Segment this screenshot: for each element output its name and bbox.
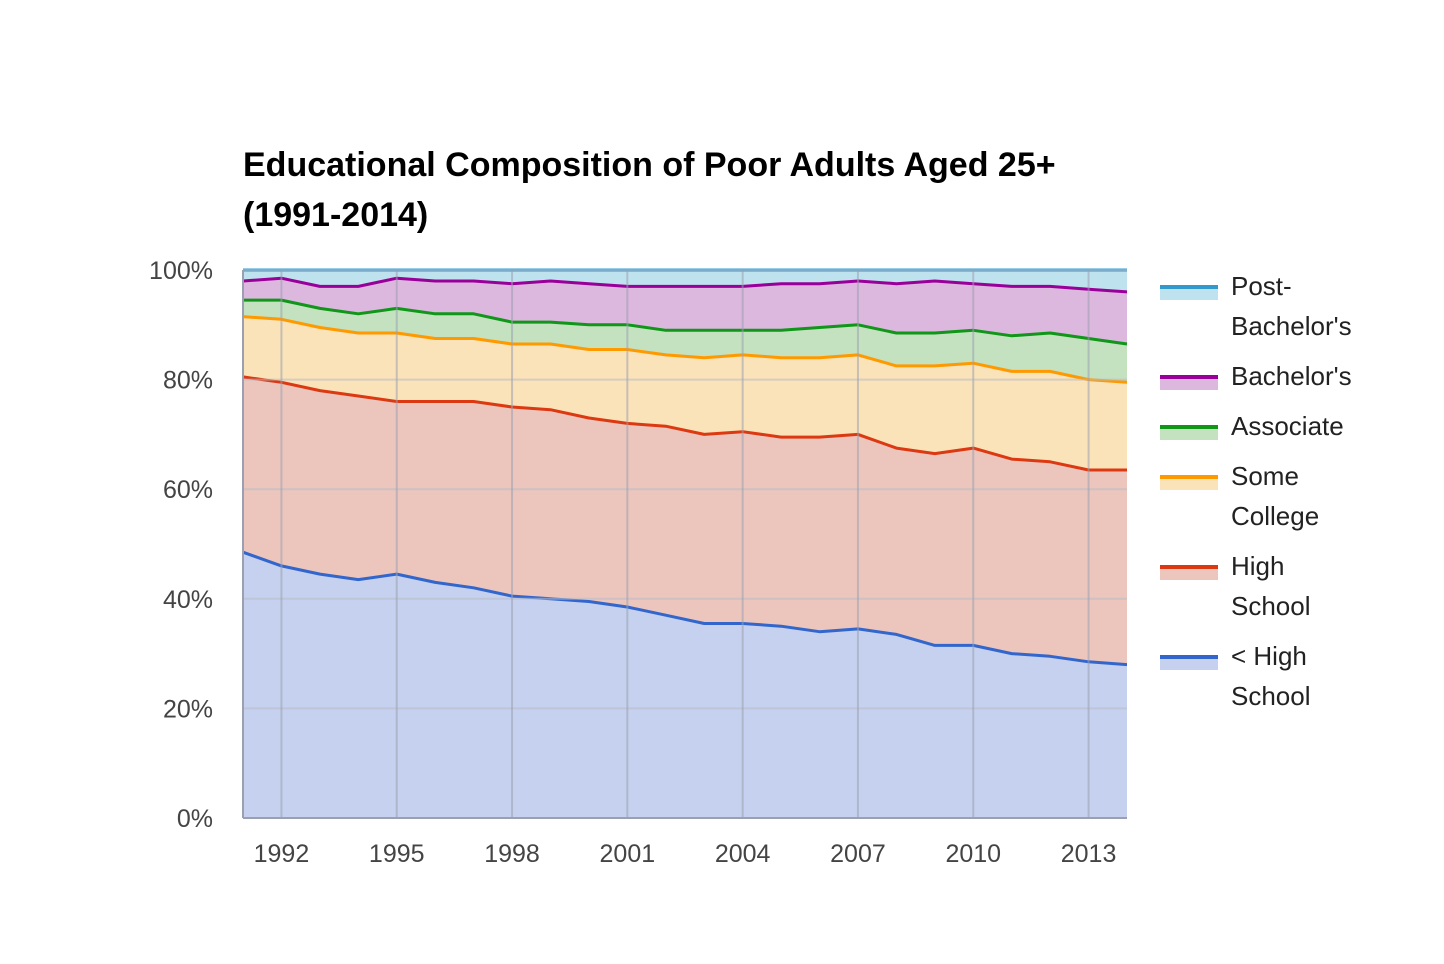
legend-label: School bbox=[1231, 591, 1311, 621]
line-associate bbox=[243, 298, 1128, 346]
legend-label: School bbox=[1231, 681, 1311, 711]
legend-swatch bbox=[1160, 286, 1218, 300]
legend-item-bachelor-s: Bachelor's bbox=[1160, 361, 1352, 391]
y-tick-label: 0% bbox=[177, 805, 213, 833]
legend-item-high-school: High School bbox=[1160, 551, 1311, 621]
legend-swatch bbox=[1160, 566, 1218, 580]
legend-swatch bbox=[1160, 476, 1218, 490]
x-tick-label: 1998 bbox=[484, 840, 540, 868]
x-tick-label: 2007 bbox=[830, 840, 886, 868]
area-high-school bbox=[243, 376, 1127, 665]
legend-label: Bachelor's bbox=[1231, 361, 1352, 391]
y-tick-label: 60% bbox=[163, 476, 213, 504]
line-bachelor-s bbox=[242, 276, 1128, 294]
legend-swatch bbox=[1160, 656, 1218, 670]
line-high-school bbox=[242, 375, 1127, 472]
x-tick-label: 1995 bbox=[369, 840, 425, 868]
legend-label: High bbox=[1231, 551, 1284, 581]
area-layers bbox=[243, 270, 1127, 818]
line-some-college bbox=[242, 315, 1128, 384]
x-axis-ticks: 1992 1995 1998 2001 2004 2007 2010 2013 bbox=[254, 840, 1117, 868]
legend-swatch bbox=[1160, 376, 1218, 390]
y-tick-label: 100% bbox=[149, 257, 213, 285]
legend-item-some-college: Some College bbox=[1160, 461, 1319, 531]
area-bachelor-s bbox=[243, 278, 1127, 344]
chart-title: Educational Composition of Poor Adults A… bbox=[243, 146, 1056, 234]
x-tick-label: 1992 bbox=[254, 840, 310, 868]
area-some-college bbox=[243, 316, 1127, 470]
grid-lines bbox=[242, 269, 1127, 819]
x-tick-label: 2001 bbox=[600, 840, 656, 868]
area-post-bachelor-s bbox=[243, 270, 1127, 292]
legend-label: Some bbox=[1231, 461, 1299, 491]
y-tick-label: 20% bbox=[163, 695, 213, 723]
legend: Post- Bachelor's Bachelor's Associate Some Co… bbox=[1160, 271, 1352, 711]
line-lt-high-school bbox=[242, 550, 1128, 667]
legend-item-post-bachelor-s: Post- Bachelor's bbox=[1160, 271, 1352, 341]
x-tick-label: 2013 bbox=[1061, 840, 1117, 868]
area-lt-high-school bbox=[243, 552, 1127, 818]
legend-item-lt-high-school: < High School bbox=[1160, 641, 1311, 711]
y-tick-label: 80% bbox=[163, 367, 213, 395]
legend-label: Associate bbox=[1231, 411, 1344, 441]
legend-label: < High bbox=[1231, 641, 1307, 671]
legend-label: College bbox=[1231, 501, 1319, 531]
y-tick-label: 40% bbox=[163, 586, 213, 614]
x-tick-label: 2004 bbox=[715, 840, 771, 868]
x-tick-label: 2010 bbox=[945, 840, 1001, 868]
area-associate bbox=[243, 300, 1127, 383]
legend-label: Post- bbox=[1231, 271, 1292, 301]
legend-swatch bbox=[1160, 426, 1218, 440]
legend-label: Bachelor's bbox=[1231, 311, 1352, 341]
legend-item-associate: Associate bbox=[1160, 411, 1344, 441]
y-axis-ticks: 0% 20% 40% 60% 80% 100% bbox=[149, 257, 213, 833]
